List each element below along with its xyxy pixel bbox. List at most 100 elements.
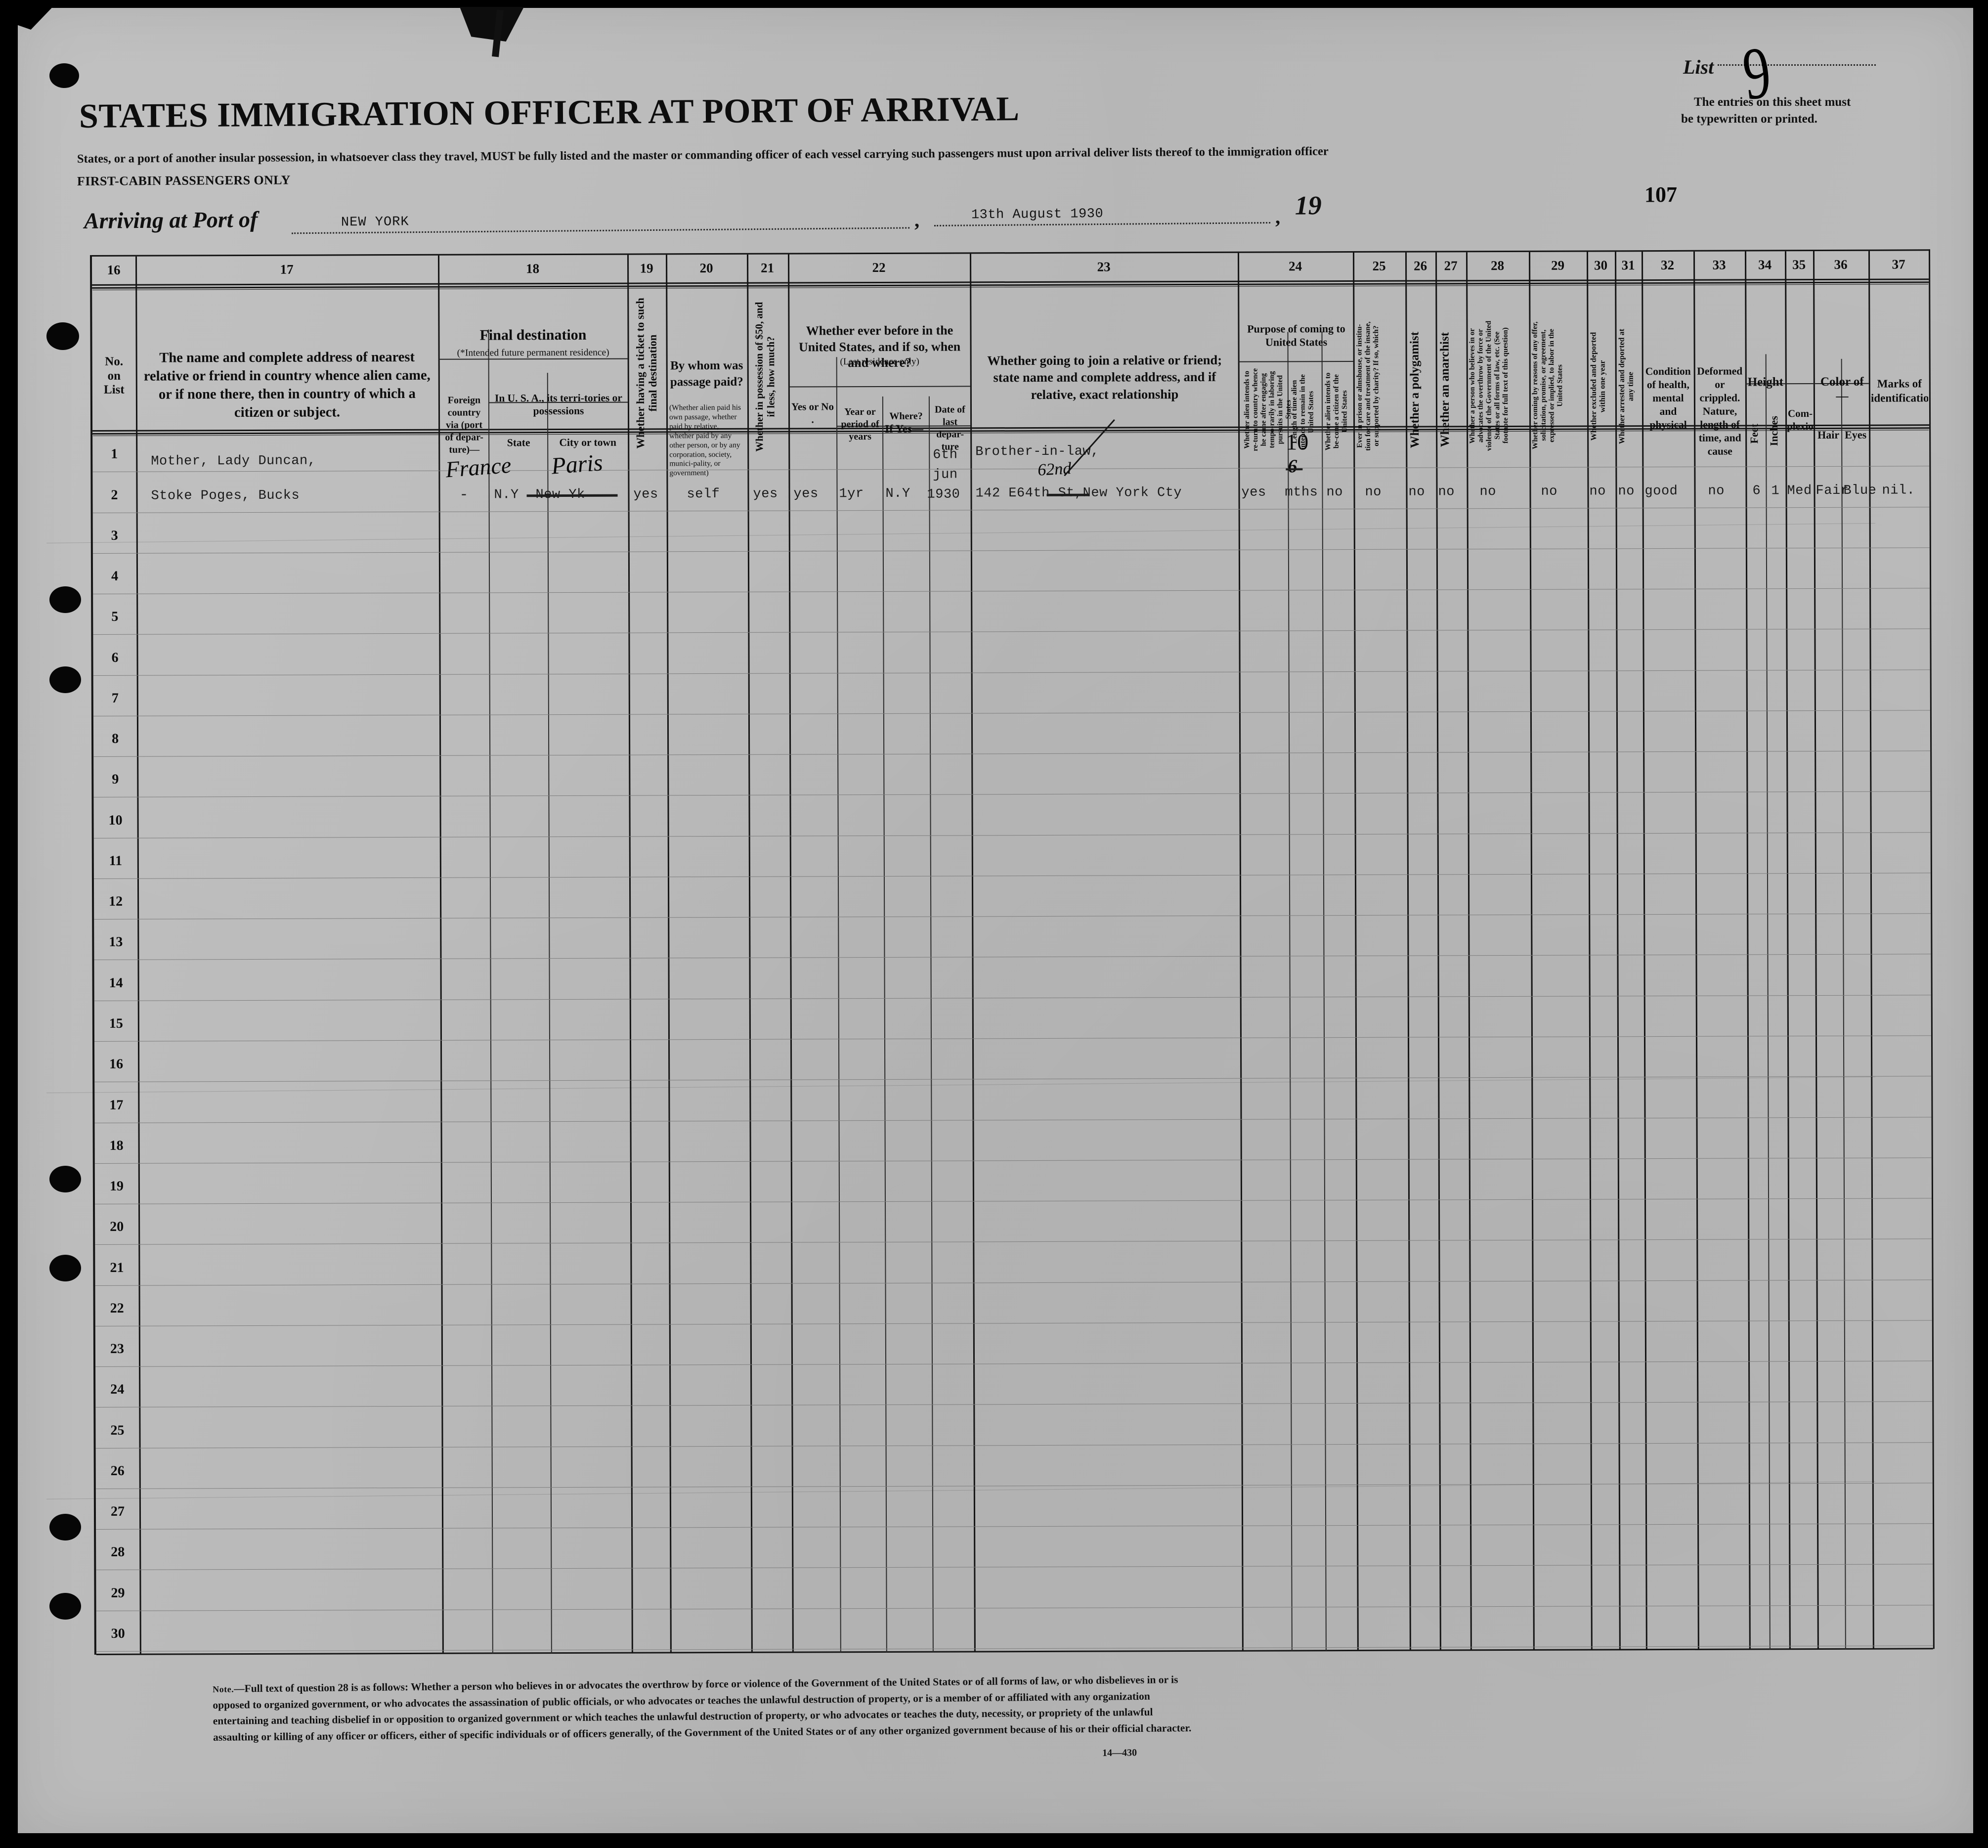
row-number: 22 — [110, 1300, 124, 1316]
row-separator — [95, 1361, 1933, 1367]
caption-16-no-on-list: No. on List — [103, 354, 125, 396]
row-number: 16 — [109, 1056, 124, 1072]
entry-departure-month: jun — [933, 467, 958, 483]
footnote-question-28: Note.—Full text of question 28 is as fol… — [213, 1672, 1192, 1746]
film-edge-top — [0, 0, 1988, 8]
entry-state: N.Y — [494, 487, 519, 503]
caption-22-sub: (Last residence only) — [840, 356, 919, 367]
punch-hole — [49, 1593, 81, 1620]
colnum-28: 28 — [1491, 258, 1505, 273]
row-number: 25 — [110, 1422, 125, 1438]
row-number: 14 — [109, 975, 123, 991]
entry-excluded-deported: no — [1589, 484, 1606, 499]
row-number: 10 — [108, 812, 123, 828]
entry-health: good — [1644, 484, 1678, 499]
row-separator — [94, 913, 1931, 920]
row-separator — [94, 1116, 1932, 1123]
row-number: 15 — [109, 1015, 123, 1031]
strikethrough-mark — [526, 494, 618, 497]
column-number-strip: 16 17 18 19 20 21 22 23 24 25 26 27 28 2… — [92, 251, 1929, 284]
entry-polygamist: no — [1408, 484, 1425, 500]
entry-foreign-country-handwritten: France — [444, 452, 512, 483]
manifest-rows: 1 2 3 4 5 6 7 8 9 10 11 12 13 14 15 16 17 18 19 20 21 22 23 24 2… — [92, 425, 1933, 1655]
punch-hole — [49, 1255, 81, 1281]
date-dotted-rule — [934, 222, 1271, 226]
row-number: 18 — [109, 1138, 124, 1153]
colnum-30: 30 — [1594, 258, 1608, 273]
row-number: 20 — [110, 1219, 124, 1235]
entry-height-feet: 6 — [1752, 484, 1761, 499]
row-number: 9 — [112, 772, 119, 788]
entry-height-inches: 1 — [1771, 484, 1780, 499]
colnum-23: 23 — [1097, 259, 1111, 274]
colnum-25: 25 — [1372, 258, 1386, 273]
sheet-stamp-number: 107 — [1644, 182, 1677, 207]
instruction-line-1: The entries on this sheet must — [1694, 95, 1851, 109]
caption-18-in-usa: In U. S. A., its terri-tories or possess… — [494, 392, 622, 417]
colnum-36: 36 — [1834, 257, 1848, 272]
colnum-19: 19 — [640, 261, 653, 276]
row-number: 12 — [109, 893, 123, 910]
row-separator — [94, 1076, 1932, 1083]
row-separator — [93, 588, 1930, 595]
row-separator — [93, 873, 1931, 879]
row-separator — [96, 1564, 1933, 1571]
colnum-24: 24 — [1289, 259, 1302, 274]
typewritten-instruction: The entries on this sheet must be typewr… — [1681, 94, 1913, 128]
punch-hole — [49, 666, 81, 693]
row-separator — [95, 1320, 1932, 1326]
colnum-37: 37 — [1892, 257, 1905, 272]
film-edge-bottom — [0, 1833, 1988, 1848]
entry-labor-offer: no — [1541, 484, 1557, 499]
entry-departure-day: 6th — [933, 447, 958, 463]
row-number: 30 — [111, 1626, 125, 1641]
colnum-20: 20 — [699, 261, 713, 276]
arrival-date-value: 13th August 1930 — [971, 207, 1104, 223]
caption-36-color-of: Color of— — [1820, 375, 1864, 403]
row-number: 3 — [111, 528, 118, 543]
punch-hole — [46, 322, 79, 350]
entry-deformed: no — [1708, 484, 1725, 499]
row-number: 17 — [109, 1097, 124, 1113]
row-separator — [93, 628, 1930, 635]
row-number: 8 — [112, 731, 119, 747]
row-separator — [93, 791, 1931, 798]
entry-become-citizen: no — [1326, 485, 1343, 500]
strikethrough-mark — [1286, 468, 1303, 471]
entry-eyes: Blue — [1843, 483, 1877, 498]
colnum-33: 33 — [1712, 257, 1726, 272]
colnum-27: 27 — [1444, 258, 1458, 273]
row-separator — [95, 1401, 1933, 1408]
row-separator — [94, 995, 1931, 1001]
entry-complexion: Med — [1787, 484, 1812, 499]
caption-24-purpose: Purpose of coming to United States — [1247, 322, 1345, 349]
colnum-31: 31 — [1621, 258, 1635, 273]
comma-separator: , — [914, 209, 920, 231]
film-edge-right — [1973, 0, 1988, 1848]
row-number: 27 — [110, 1503, 125, 1520]
entry-before-us-years: 1yr — [839, 486, 864, 502]
entry-passage-paid: self — [687, 486, 720, 502]
entry-join-relative-line2: 142 E64th St,New York Cty — [975, 485, 1182, 501]
row-separator — [93, 669, 1930, 676]
entry-foreign-country-dash: - — [459, 486, 469, 504]
strikethrough-mark — [1046, 493, 1089, 496]
row-separator — [96, 1523, 1933, 1530]
entry-prison-charity: no — [1365, 484, 1382, 500]
colnum-34: 34 — [1758, 257, 1772, 272]
instruction-line-2: be typewritten or printed. — [1681, 112, 1817, 126]
footnote-text: —Full text of question 28 is as follows:… — [213, 1673, 1192, 1744]
list-rule — [1718, 64, 1876, 66]
row-number: 23 — [110, 1341, 124, 1357]
colnum-16: 16 — [107, 262, 121, 277]
row-separator — [95, 1279, 1932, 1286]
punch-hole — [49, 1514, 81, 1540]
entry-marks: nil. — [1882, 483, 1915, 498]
year-prefix: 19 — [1295, 190, 1322, 220]
entry-purpose-return: yes — [1241, 485, 1266, 500]
row-number: 1 — [111, 446, 118, 462]
entry-length-stay-hand-bottom: 6 — [1288, 456, 1297, 477]
entry-arrested-deported: no — [1618, 484, 1635, 499]
entry-length-stay-hand-top: 10 — [1286, 429, 1309, 455]
